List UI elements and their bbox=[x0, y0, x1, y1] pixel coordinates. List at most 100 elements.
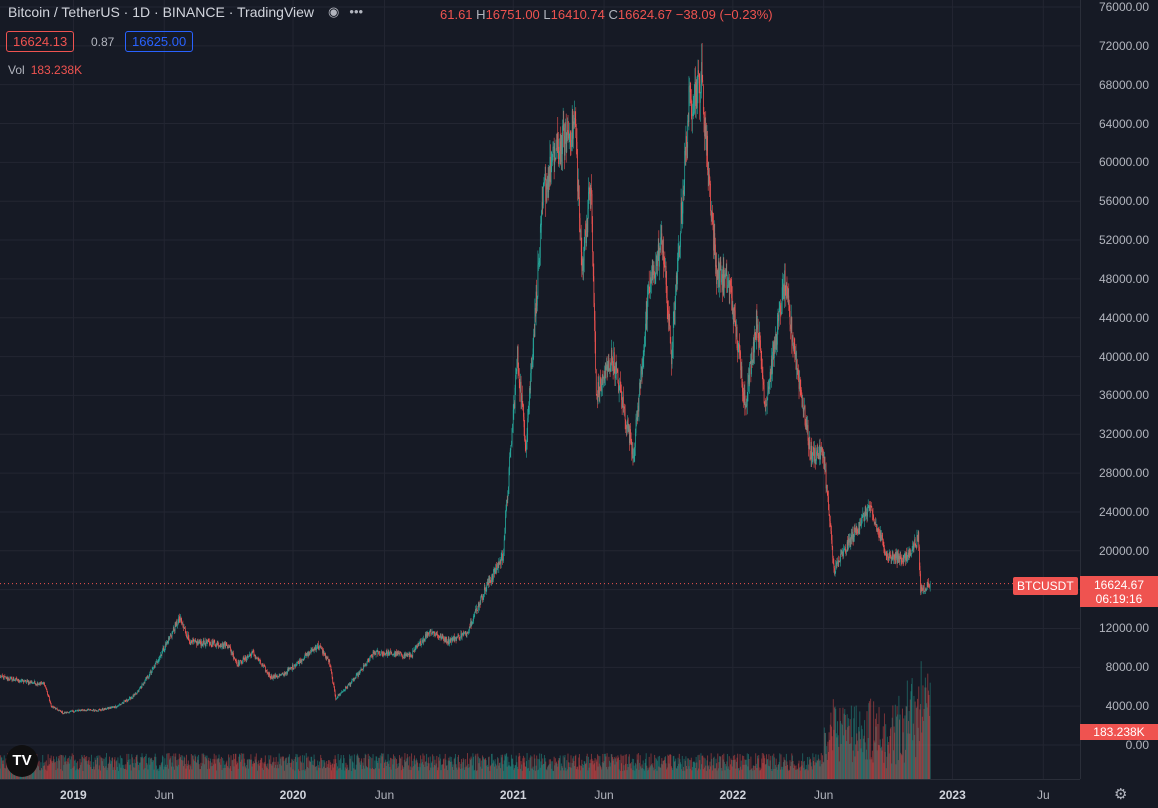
candle-body bbox=[690, 86, 691, 93]
candle-body bbox=[763, 382, 764, 385]
y-tick-label: 0.00 bbox=[1126, 738, 1149, 752]
candle-body bbox=[179, 617, 180, 620]
candle-body bbox=[423, 640, 424, 642]
candle-body bbox=[623, 396, 624, 407]
y-tick-label: 56000.00 bbox=[1099, 194, 1149, 208]
candle-body bbox=[335, 691, 336, 696]
candle-body bbox=[605, 367, 606, 375]
candle-body bbox=[112, 707, 113, 708]
sell-price-button[interactable]: 16624.13 bbox=[6, 31, 74, 52]
candle-body bbox=[900, 556, 901, 562]
candle-body bbox=[827, 485, 828, 493]
candle-body bbox=[61, 711, 62, 713]
candle-body bbox=[182, 624, 183, 625]
candle-body bbox=[248, 656, 249, 657]
x-tick-label: 2020 bbox=[280, 788, 307, 802]
candle-body bbox=[455, 638, 456, 641]
candle-body bbox=[229, 646, 230, 648]
candle-body bbox=[184, 628, 185, 629]
candle-body bbox=[126, 699, 127, 701]
candle-body bbox=[229, 646, 230, 647]
candle-body bbox=[819, 445, 820, 459]
volume-badge: 183.238K bbox=[1080, 724, 1158, 740]
candle-body bbox=[705, 126, 706, 137]
symbol-title[interactable]: Bitcoin / TetherUS · 1D · BINANCE · Trad… bbox=[8, 4, 314, 20]
candle-body bbox=[539, 261, 540, 263]
candle-body bbox=[258, 660, 259, 661]
candle-body bbox=[91, 710, 92, 711]
candle-body bbox=[202, 642, 203, 645]
candle-body bbox=[813, 447, 814, 450]
settings-gear-icon[interactable]: ⚙ bbox=[1114, 785, 1127, 803]
candle-body bbox=[550, 157, 551, 182]
candle-body bbox=[775, 334, 776, 349]
candle-body bbox=[930, 584, 931, 588]
candle-body bbox=[501, 557, 502, 563]
candle-body bbox=[195, 640, 196, 642]
candle-body bbox=[403, 657, 404, 658]
candle-body bbox=[630, 429, 631, 441]
candle-body bbox=[461, 633, 462, 637]
candle-body bbox=[870, 506, 871, 511]
candle-body bbox=[639, 396, 640, 412]
candle-body bbox=[422, 640, 423, 641]
candle-body bbox=[87, 709, 88, 710]
candle-body bbox=[510, 450, 511, 456]
candle-body bbox=[446, 637, 447, 643]
candle-body bbox=[395, 652, 396, 656]
candle-body bbox=[527, 434, 528, 441]
candle-body bbox=[904, 558, 905, 561]
candle-body bbox=[755, 332, 756, 335]
candle-body bbox=[381, 653, 382, 654]
candle-body bbox=[669, 314, 670, 326]
candle-body bbox=[680, 247, 681, 249]
candle-body bbox=[880, 532, 881, 540]
candle-body bbox=[440, 634, 441, 636]
candle-body bbox=[308, 652, 309, 656]
candle-body bbox=[847, 542, 848, 549]
candle-body bbox=[693, 110, 694, 113]
candle-body bbox=[60, 711, 61, 712]
candle-body bbox=[136, 694, 137, 695]
candle-body bbox=[570, 132, 571, 146]
candle-body bbox=[804, 406, 805, 409]
candle-body bbox=[436, 634, 437, 635]
candle-body bbox=[275, 675, 276, 678]
y-tick-label: 40000.00 bbox=[1099, 350, 1149, 364]
candle-body bbox=[826, 470, 827, 489]
candle-body bbox=[222, 646, 223, 647]
candle-body bbox=[752, 361, 753, 362]
price-chart[interactable] bbox=[0, 0, 1080, 779]
candle-body bbox=[271, 676, 272, 679]
candle-body bbox=[406, 654, 407, 656]
candle-body bbox=[572, 111, 573, 140]
candle-body bbox=[190, 644, 191, 645]
candle-body bbox=[538, 263, 539, 265]
candle-body bbox=[359, 671, 360, 674]
hide-eye-icon[interactable]: ◉ bbox=[328, 4, 339, 20]
candle-body bbox=[583, 259, 584, 271]
candle-body bbox=[885, 554, 886, 555]
candle-body bbox=[748, 375, 749, 382]
candle-body bbox=[379, 652, 380, 656]
candle-body bbox=[794, 345, 795, 349]
tradingview-logo[interactable]: TV bbox=[6, 745, 38, 777]
more-options-icon[interactable]: ••• bbox=[349, 4, 363, 20]
candle-body bbox=[646, 309, 647, 324]
candle-body bbox=[60, 710, 61, 711]
candle-body bbox=[388, 652, 389, 653]
buy-price-button[interactable]: 16625.00 bbox=[125, 31, 193, 52]
candle-body bbox=[394, 654, 395, 655]
candle-body bbox=[426, 632, 427, 637]
candle-body bbox=[97, 711, 98, 712]
candle-body bbox=[303, 659, 304, 660]
candle-body bbox=[483, 594, 484, 598]
candle-body bbox=[450, 639, 451, 643]
candle-body bbox=[208, 641, 209, 642]
candle-body bbox=[640, 371, 641, 388]
candle-body bbox=[902, 561, 903, 562]
candle-body bbox=[831, 525, 832, 531]
candle-body bbox=[876, 524, 877, 525]
